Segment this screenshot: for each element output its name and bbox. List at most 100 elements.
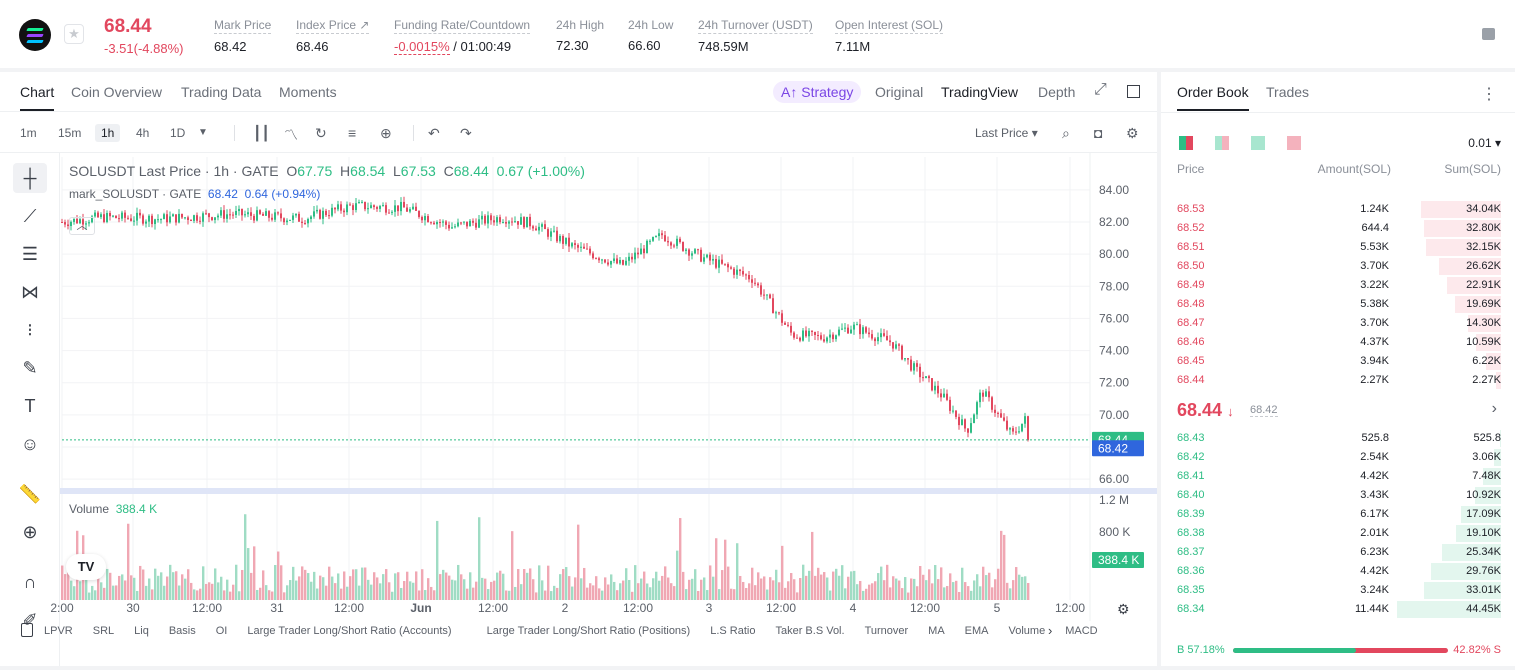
gear-icon[interactable]: ⚙ [1126, 125, 1139, 141]
chart-settings-icon[interactable]: ⚙ [1117, 601, 1130, 617]
indicator-volume[interactable]: Volume [1008, 625, 1046, 637]
text-icon[interactable]: T [24, 396, 36, 416]
view-asks-icon[interactable] [1287, 136, 1301, 150]
timeframe-1d[interactable]: 1D [170, 126, 186, 140]
zoom-in-icon[interactable]: ⊕ [22, 522, 38, 542]
ask-row[interactable]: 68.44 2.27K 2.27K [1161, 371, 1515, 390]
bid-row[interactable]: 68.38 2.01K 19.10K [1161, 524, 1515, 543]
camera-icon[interactable]: ◘ [1094, 125, 1103, 141]
chevron-right-icon[interactable]: › [1491, 400, 1497, 417]
indicator-ema[interactable]: EMA [964, 625, 989, 637]
indicator-oi[interactable]: OI [215, 625, 228, 637]
indicator-lpvr[interactable]: LPVR [44, 625, 73, 637]
strategy-button[interactable]: A↑ Strategy [773, 81, 862, 103]
tab-trading-data[interactable]: Trading Data [181, 84, 262, 100]
bid-row[interactable]: 68.42 2.54K 3.06K [1161, 448, 1515, 467]
ask-row[interactable]: 68.53 1.24K 34.04K [1161, 200, 1515, 219]
bid-row[interactable]: 68.40 3.43K 10.92K [1161, 486, 1515, 505]
trendline-icon[interactable]: ⟋ [23, 206, 37, 226]
tab-order-book[interactable]: Order Book [1177, 84, 1249, 111]
indicator-srl[interactable]: SRL [92, 625, 115, 637]
replay-icon[interactable]: ↻ [315, 125, 327, 141]
price-axis-label: 72.00 [1099, 376, 1129, 390]
bid-row[interactable]: 68.34 11.44K 44.45K [1161, 600, 1515, 619]
brush-icon[interactable]: ✎ [22, 358, 38, 378]
price-chart[interactable]: 84.00 82.00 80.00 78.00 76.00 74.00 72.00 70.00… [0, 72, 1157, 666]
tab-moments[interactable]: Moments [279, 84, 337, 100]
window-icon[interactable] [1127, 85, 1140, 98]
bid-row[interactable]: 68.37 6.23K 25.34K [1161, 543, 1515, 562]
indicator-liq[interactable]: Liq [134, 625, 149, 637]
ask-row[interactable]: 68.47 3.70K 14.30K [1161, 314, 1515, 333]
view-depth[interactable]: Depth [1038, 84, 1076, 100]
candles-icon[interactable]: ┃┃ [253, 125, 270, 141]
timeframe-1h[interactable]: 1h [95, 124, 121, 142]
ask-row[interactable]: 68.52 644.4 32.80K [1161, 219, 1515, 238]
ruler-icon[interactable]: 📏 [18, 484, 42, 504]
horizontal-lines-icon[interactable]: ☰ [21, 244, 39, 264]
indicator-ls-accounts[interactable]: Large Trader Long/Short Ratio (Accounts) [247, 625, 452, 637]
indicator-turnover[interactable]: Turnover [864, 625, 909, 637]
fib-icon[interactable]: ⁝ [27, 320, 33, 340]
col-price: Price [1177, 162, 1205, 176]
ask-row[interactable]: 68.48 5.38K 19.69K [1161, 295, 1515, 314]
search-icon[interactable]: ⌕ [1062, 125, 1070, 141]
ask-row[interactable]: 68.51 5.53K 32.15K [1161, 238, 1515, 257]
add-indicator-icon[interactable]: ⊕ [380, 125, 392, 141]
view-original[interactable]: Original [875, 84, 924, 100]
bid-row[interactable]: 68.41 4.42K 7.48K [1161, 467, 1515, 486]
view-split-icon[interactable] [1215, 136, 1229, 150]
tab-trades[interactable]: Trades [1266, 84, 1310, 100]
ask-row[interactable]: 68.46 4.37K 10.59K [1161, 333, 1515, 352]
bid-row[interactable]: 68.43 525.8 525.8 [1161, 429, 1515, 448]
candle-body [940, 393, 942, 398]
candle-body [127, 217, 129, 219]
view-tradingview[interactable]: TradingView [941, 84, 1019, 100]
undo-icon[interactable]: ↶ [428, 125, 440, 141]
indicator-taker[interactable]: Taker B.S Vol. [775, 625, 845, 637]
view-bids-icon[interactable] [1251, 136, 1265, 150]
timeframe-1m[interactable]: 1m [20, 126, 37, 140]
pane-separator[interactable] [60, 488, 1157, 494]
bid-row[interactable]: 68.35 3.24K 33.01K [1161, 581, 1515, 600]
timeframe-4h[interactable]: 4h [136, 126, 150, 140]
bid-row[interactable]: 68.36 4.42K 29.76K [1161, 562, 1515, 581]
tab-coin-overview[interactable]: Coin Overview [71, 84, 163, 100]
redo-icon[interactable]: ↷ [460, 125, 472, 141]
indicators-icon[interactable]: 〽 [284, 127, 298, 143]
indicator-ls-positions[interactable]: Large Trader Long/Short Ratio (Positions… [486, 625, 691, 637]
candle-body [763, 294, 765, 296]
indicator-basis[interactable]: Basis [168, 625, 196, 637]
magnet-icon[interactable]: ∩ [23, 572, 37, 592]
crosshair-icon[interactable]: ┼ [13, 163, 47, 193]
expand-icon[interactable]: ⤢ [1094, 81, 1107, 98]
indicator-ls-ratio[interactable]: L.S Ratio [710, 625, 756, 637]
lock-icon[interactable] [21, 623, 33, 637]
tab-chart[interactable]: Chart [20, 84, 55, 111]
chevron-right-icon[interactable]: › [1048, 623, 1053, 638]
pattern-icon[interactable]: ⋈ [21, 282, 39, 302]
view-both-icon[interactable] [1179, 136, 1193, 150]
bid-row[interactable]: 68.39 6.17K 17.09K [1161, 505, 1515, 524]
timeframe-dropdown-icon[interactable]: ▼ [198, 127, 208, 138]
indicator-ma[interactable]: MA [928, 625, 945, 637]
precision-select[interactable]: 0.01 ▾ [1468, 136, 1501, 150]
candle-body [337, 204, 339, 210]
timeframe-15m[interactable]: 15m [58, 126, 82, 140]
candle-body [130, 218, 132, 221]
ask-row[interactable]: 68.50 3.70K 26.62K [1161, 257, 1515, 276]
ask-row[interactable]: 68.49 3.22K 22.91K [1161, 276, 1515, 295]
ask-row[interactable]: 68.45 3.94K 6.22K [1161, 352, 1515, 371]
favorite-star-icon[interactable]: ★ [64, 24, 84, 44]
book-icon[interactable] [1482, 28, 1495, 40]
indicator-macd[interactable]: MACD [1065, 625, 1098, 637]
candle-body [868, 332, 870, 335]
candle-body [1018, 431, 1020, 433]
emoji-icon[interactable]: ☺ [20, 434, 40, 454]
collapse-legend-button[interactable]: ︿ [69, 217, 95, 235]
settings-list-icon[interactable]: ≡ [348, 125, 357, 141]
more-icon[interactable]: ⋮ [1481, 86, 1497, 103]
price-type-select[interactable]: Last Price ▾ [975, 126, 1038, 140]
stat-index-price[interactable]: Index Price ↗ 68.46 [296, 18, 370, 54]
lock-draw-icon[interactable]: ✐ [22, 610, 38, 630]
